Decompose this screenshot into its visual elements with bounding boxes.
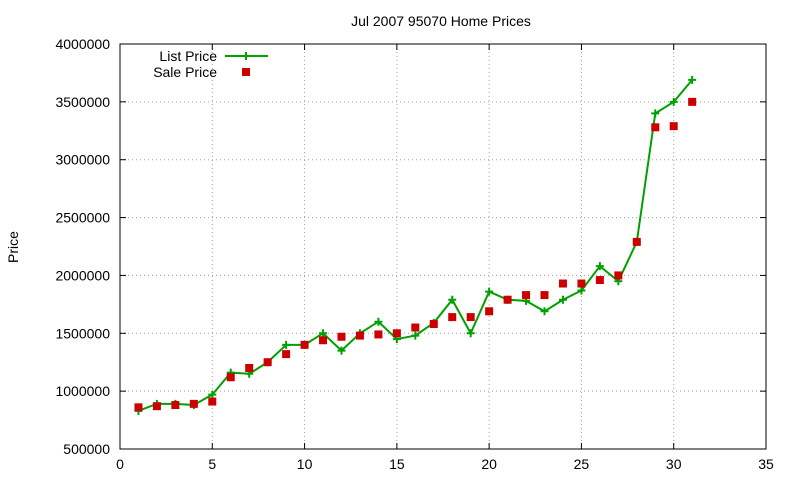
y-axis-label: Price bbox=[5, 231, 21, 263]
sale-price-point bbox=[189, 399, 198, 408]
sale-price-point bbox=[540, 291, 549, 300]
x-tick-label: 5 bbox=[208, 456, 216, 472]
sale-price-point bbox=[522, 291, 531, 300]
sale-price-point bbox=[152, 402, 161, 411]
x-tick-label: 15 bbox=[389, 456, 405, 472]
sale-price-point bbox=[319, 336, 328, 345]
sale-price-point bbox=[577, 279, 586, 288]
sale-price-point bbox=[503, 295, 512, 304]
sale-price-point bbox=[245, 364, 254, 372]
sale-price-point bbox=[134, 403, 143, 412]
sale-price-point bbox=[429, 320, 438, 329]
list-price-point bbox=[540, 307, 549, 316]
y-tick-label: 2000000 bbox=[55, 267, 110, 283]
legend-label-list-price: List Price bbox=[159, 48, 217, 64]
list-price-point bbox=[208, 390, 217, 399]
sale-price-point bbox=[337, 332, 346, 341]
sale-price-point bbox=[392, 329, 401, 338]
y-tick-label: 3000000 bbox=[55, 152, 110, 168]
x-tick-label: 25 bbox=[574, 456, 590, 472]
plot-frame bbox=[119, 43, 767, 450]
x-tick-label: 0 bbox=[116, 456, 124, 472]
list-price-point bbox=[595, 262, 604, 271]
sale-price-point bbox=[669, 122, 678, 131]
sale-price-point bbox=[485, 307, 494, 316]
legend-label-sale-price: Sale Price bbox=[153, 64, 217, 80]
list-price-point bbox=[558, 295, 567, 304]
y-tick-label: 1000000 bbox=[55, 383, 110, 399]
x-tick-label: 30 bbox=[666, 456, 682, 472]
list-price-point bbox=[411, 331, 420, 340]
sale-price-point bbox=[282, 350, 291, 359]
sale-price-point bbox=[466, 313, 475, 322]
axis-ticks: 0 5 10 15 20 25 30 35 500000 1000000 1500000 200000… bbox=[55, 36, 774, 472]
x-tick-label: 35 bbox=[758, 456, 774, 472]
legend-marker-list-price bbox=[242, 52, 250, 60]
sale-price-point bbox=[300, 340, 309, 349]
list-price-point bbox=[337, 346, 346, 355]
sale-price-point bbox=[558, 279, 567, 288]
series-layer bbox=[134, 75, 697, 415]
y-tick-label: 1500000 bbox=[55, 325, 110, 341]
legend-marker-sale-price bbox=[242, 68, 250, 76]
sale-price-point bbox=[355, 331, 364, 340]
list-price-point bbox=[577, 286, 586, 295]
y-tick-label: 2500000 bbox=[55, 210, 110, 226]
chart-title: Jul 2007 95070 Home Prices bbox=[351, 13, 531, 29]
list-price-line bbox=[138, 79, 693, 412]
sale-price-point bbox=[614, 271, 623, 280]
sale-price-point bbox=[208, 397, 217, 406]
list-price-point bbox=[651, 109, 660, 118]
list-price-point bbox=[688, 75, 697, 84]
sale-price-point bbox=[595, 276, 604, 285]
sale-price-point bbox=[171, 401, 180, 410]
y-tick-label: 500000 bbox=[63, 441, 110, 457]
list-price-point bbox=[374, 317, 383, 326]
list-price-point bbox=[319, 329, 328, 338]
list-price-point bbox=[448, 295, 457, 304]
y-tick-label: 3500000 bbox=[55, 94, 110, 110]
sale-price-point bbox=[226, 373, 235, 382]
list-price-point bbox=[485, 287, 494, 296]
x-tick-label: 10 bbox=[297, 456, 313, 472]
sale-price-point bbox=[688, 97, 697, 106]
sale-price-point bbox=[263, 358, 272, 367]
list-price-point bbox=[466, 329, 475, 338]
y-tick-label: 4000000 bbox=[55, 36, 110, 52]
sale-price-point bbox=[411, 323, 420, 332]
sale-price-point bbox=[374, 330, 383, 339]
list-price-point bbox=[669, 97, 678, 106]
list-price-point bbox=[282, 340, 291, 349]
x-tick-label: 20 bbox=[481, 456, 497, 472]
sale-price-point bbox=[632, 237, 641, 246]
sale-price-point bbox=[448, 313, 457, 322]
sale-price-point bbox=[651, 123, 660, 132]
